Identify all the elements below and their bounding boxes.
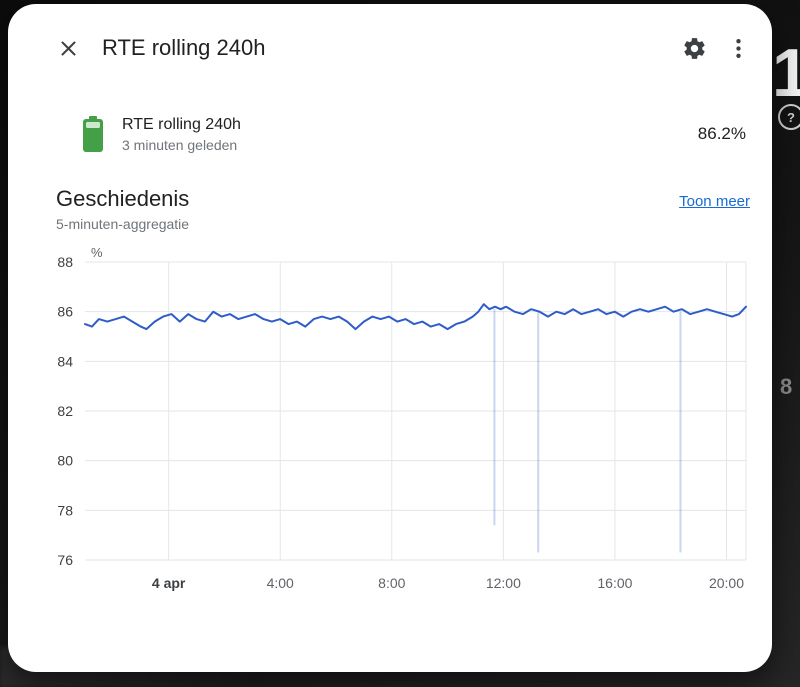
close-icon xyxy=(60,40,76,56)
entity-info: RTE rolling 240h 3 minuten geleden xyxy=(122,114,698,154)
entity-state-value: 86.2% xyxy=(697,124,746,144)
entity-last-changed: 3 minuten geleden xyxy=(122,136,238,153)
history-chart[interactable]: 76 78 80 82 84 86 88 4 apr 4:00 8:00 12:00 16:00 20:… xyxy=(30,248,750,600)
dialog-title: RTE rolling 240h xyxy=(102,35,266,60)
svg-text:12:00: 12:00 xyxy=(486,575,521,591)
kebab-icon xyxy=(735,38,741,58)
svg-text:16:00: 16:00 xyxy=(597,575,632,591)
svg-text:78: 78 xyxy=(57,503,73,519)
settings-button[interactable] xyxy=(674,28,714,68)
entity-row: RTE rolling 240h 3 minuten geleden 86.2% xyxy=(8,114,772,154)
history-subtitle: 5-minuten-aggregatie xyxy=(56,216,190,233)
background-number-small: 8 xyxy=(780,374,793,399)
background-number: 1 xyxy=(772,35,800,111)
history-header: Geschiedenis Toon meer xyxy=(8,186,772,212)
more-menu-button[interactable] xyxy=(718,28,758,68)
svg-text:88: 88 xyxy=(57,254,73,270)
svg-text:4 apr: 4 apr xyxy=(152,575,186,591)
svg-text:80: 80 xyxy=(57,453,73,469)
entity-name: RTE rolling 240h xyxy=(122,116,241,133)
svg-text:82: 82 xyxy=(57,403,73,419)
show-more-link[interactable]: Toon meer xyxy=(679,193,750,211)
background-circle-icon: ? xyxy=(778,104,800,130)
svg-text:84: 84 xyxy=(57,354,73,370)
battery-icon xyxy=(83,116,103,153)
close-button[interactable] xyxy=(48,28,88,68)
gear-icon xyxy=(683,37,705,59)
svg-text:86: 86 xyxy=(57,304,73,320)
svg-text:20:00: 20:00 xyxy=(709,575,744,591)
svg-text:76: 76 xyxy=(57,552,73,568)
history-heading: Geschiedenis xyxy=(56,186,190,212)
svg-text:%: % xyxy=(91,248,103,260)
svg-text:4:00: 4:00 xyxy=(267,575,294,591)
history-chart-container[interactable]: 76 78 80 82 84 86 88 4 apr 4:00 8:00 12:00 16:00 20:… xyxy=(30,248,750,600)
svg-text:8:00: 8:00 xyxy=(378,575,405,591)
dialog-header: RTE rolling 240h xyxy=(8,4,772,68)
entity-dialog: RTE rolling 240h RTE rolling 240h 3 minu… xyxy=(8,4,772,672)
